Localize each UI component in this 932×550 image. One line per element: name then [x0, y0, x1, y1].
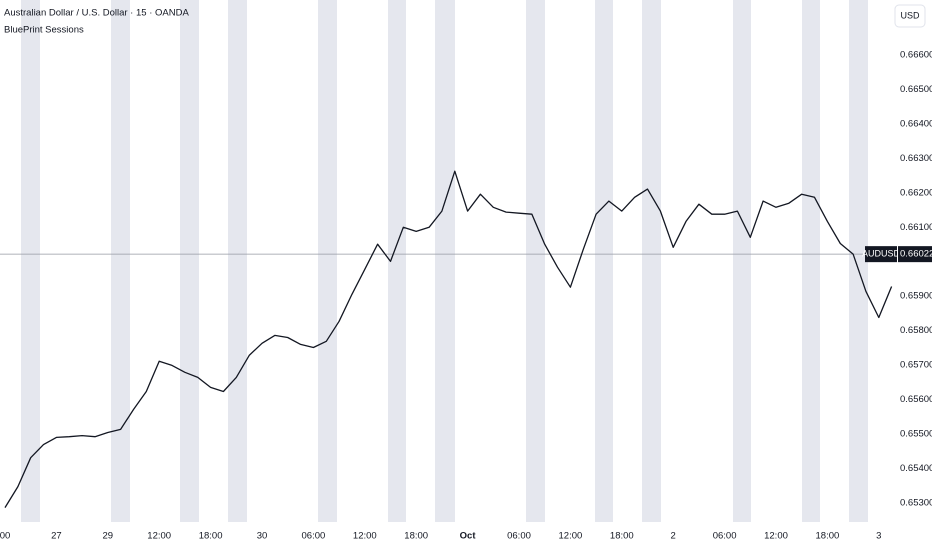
- symbol-tag: [865, 246, 897, 263]
- y-tick-label: 0.65300: [900, 497, 932, 508]
- symbol-tag-label: AUDUSD: [862, 249, 901, 259]
- last-price-label: 0.66022: [900, 249, 932, 260]
- x-tick-label: 06:00: [713, 531, 737, 542]
- currency-label[interactable]: USD: [900, 10, 920, 20]
- y-tick-label: 0.66400: [900, 118, 932, 129]
- indicator-name: BluePrint Sessions: [4, 25, 84, 36]
- session-band: [733, 0, 751, 522]
- x-tick-label: 12:00: [147, 531, 171, 542]
- y-tick-label: 0.66100: [900, 222, 932, 233]
- x-tick-label: 12:00: [764, 531, 788, 542]
- symbol-title: Australian Dollar / U.S. Dollar · 15 · O…: [4, 8, 189, 19]
- x-tick-label: Oct: [460, 531, 477, 542]
- session-band: [228, 0, 247, 522]
- y-tick-label: 0.65600: [900, 394, 932, 405]
- y-tick-label: 0.65900: [900, 291, 932, 302]
- x-tick-label: 27: [51, 531, 62, 542]
- session-band: [180, 0, 199, 522]
- x-tick-label: 30: [257, 531, 268, 542]
- y-tick-label: 0.65700: [900, 360, 932, 371]
- x-tick-label: 3: [876, 531, 881, 542]
- x-tick-label: 12:00: [559, 531, 583, 542]
- y-tick-label: 0.66600: [900, 50, 932, 61]
- y-tick-label: 0.65800: [900, 325, 932, 336]
- x-tick-label: 00: [0, 531, 10, 542]
- price-axis-panel: [869, 0, 932, 550]
- x-tick-label: 18:00: [404, 531, 428, 542]
- x-tick-label: 29: [103, 531, 114, 542]
- session-band: [802, 0, 820, 522]
- price-line: [4, 170, 893, 508]
- x-tick-label: 18:00: [610, 531, 634, 542]
- x-tick-label: 2: [671, 531, 676, 542]
- x-tick-label: 12:00: [353, 531, 377, 542]
- session-band: [849, 0, 868, 522]
- session-band: [21, 0, 40, 522]
- y-tick-label: 0.66500: [900, 84, 932, 95]
- y-tick-label: 0.66300: [900, 153, 932, 164]
- y-tick-label: 0.65500: [900, 428, 932, 439]
- session-band: [642, 0, 661, 522]
- x-tick-label: 18:00: [199, 531, 223, 542]
- session-band: [111, 0, 130, 522]
- y-tick-label: 0.66200: [900, 187, 932, 198]
- x-tick-label: 06:00: [507, 531, 531, 542]
- session-band: [595, 0, 613, 522]
- last-price-tag: [898, 246, 932, 263]
- session-bands: [21, 0, 868, 522]
- session-band: [435, 0, 455, 522]
- x-tick-label: 06:00: [302, 531, 326, 542]
- y-tick-label: 0.65400: [900, 463, 932, 474]
- session-band: [318, 0, 337, 522]
- session-band: [388, 0, 406, 522]
- x-tick-label: 18:00: [816, 531, 840, 542]
- currency-button[interactable]: [894, 4, 926, 28]
- session-band: [526, 0, 545, 522]
